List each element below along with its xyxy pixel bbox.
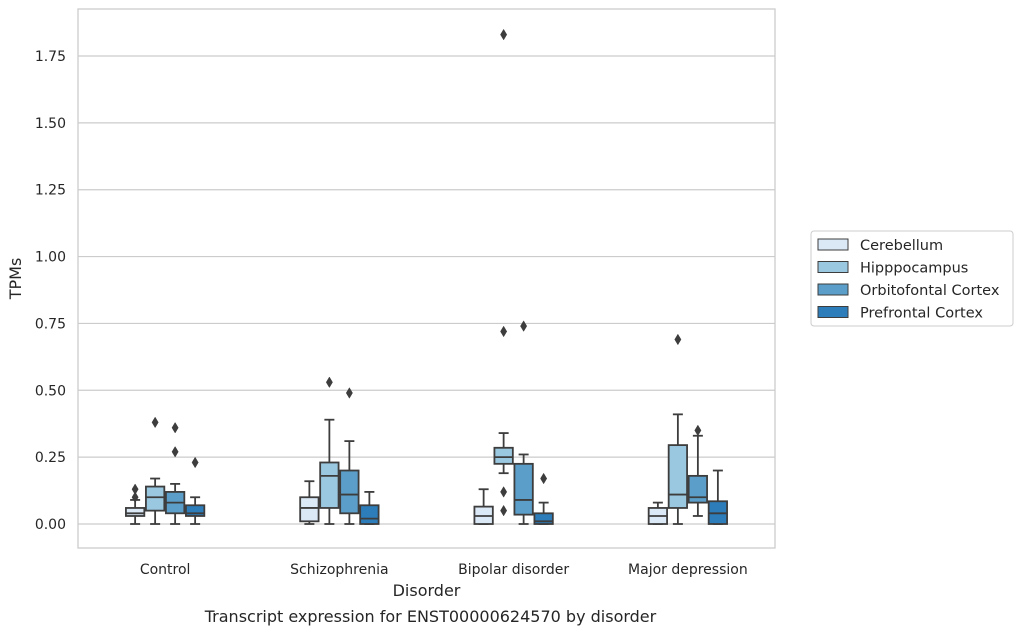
y-tick-label: 1.75 [35, 49, 66, 65]
box-body [493, 446, 514, 465]
y-axis-ticks: 0.00 0.25 0.50 0.75 1.00 1.25 1.50 1.75 [35, 49, 66, 533]
legend-label: Prefrontal Cortex [860, 306, 983, 322]
y-tick-label: 0.75 [35, 316, 66, 332]
legend-label: Orbitofontal Cortex [860, 283, 1000, 299]
outlier-point [500, 28, 508, 41]
box [319, 376, 340, 525]
x-axis-ticks: Control Schizophrenia Bipolar disorder Majo… [140, 562, 748, 578]
box [533, 472, 554, 525]
outlier-point [674, 333, 682, 346]
box [165, 421, 186, 525]
y-axis-label: TPMs [6, 258, 25, 301]
box [359, 491, 380, 525]
series-orbitofontal-cortex [165, 320, 708, 525]
outlier-point [151, 416, 159, 429]
box-body [319, 461, 340, 509]
box-series [125, 28, 728, 525]
outlier-point [694, 424, 702, 437]
box [299, 480, 320, 525]
box [647, 501, 668, 525]
legend-item: Hipppocampus [817, 261, 968, 277]
y-tick-label: 0.25 [35, 450, 66, 466]
box [667, 333, 688, 525]
box [513, 320, 534, 525]
legend-item: Prefrontal Cortex [817, 306, 983, 322]
y-tick-label: 1.25 [35, 183, 66, 199]
x-tick-label: Major depression [628, 562, 748, 578]
series-prefrontal-cortex [185, 456, 728, 525]
box [145, 416, 166, 525]
y-tick-label: 1.50 [35, 116, 66, 132]
legend-swatch [817, 261, 849, 273]
box [473, 488, 494, 525]
legend-label: Cerebellum [860, 238, 943, 254]
outlier-point [171, 446, 179, 458]
box-body [125, 507, 146, 517]
outlier-point [500, 486, 508, 498]
box-body [185, 504, 206, 517]
legend-swatch [817, 283, 849, 296]
box-body [513, 462, 534, 516]
box-body [299, 496, 320, 523]
outlier-point [325, 376, 333, 388]
outlier-point [131, 483, 139, 495]
legend-frame [810, 230, 1014, 327]
box [493, 28, 514, 517]
x-axis-label: Disorder [393, 581, 461, 600]
legend: Cerebellum Hipppocampus Orbitofontal Corte… [810, 230, 1014, 327]
outlier-point [500, 325, 508, 338]
plot-frame [77, 8, 776, 549]
box [687, 424, 708, 517]
y-tick-label: 0.00 [35, 517, 66, 533]
box [125, 483, 146, 525]
box-body [667, 444, 688, 509]
gridlines [78, 55, 775, 525]
x-tick-label: Schizophrenia [290, 562, 388, 578]
legend-swatch [817, 238, 849, 251]
legend-item: Orbitofontal Cortex [817, 283, 1000, 299]
box-body [145, 485, 166, 512]
series-hipppocampus [145, 28, 688, 525]
series-cerebellum [125, 480, 668, 525]
legend-item: Cerebellum [817, 238, 943, 254]
outlier-point [171, 421, 179, 434]
chart-caption: Transcript expression for ENST0000062457… [204, 607, 657, 626]
box-body [359, 504, 380, 525]
box [185, 456, 206, 525]
y-tick-label: 0.50 [35, 383, 66, 399]
x-tick-label: Bipolar disorder [458, 562, 569, 578]
x-tick-label: Control [140, 562, 191, 578]
box-body [533, 512, 554, 525]
y-tick-label: 1.00 [35, 250, 66, 266]
outlier-point [500, 504, 508, 517]
outlier-point [540, 472, 548, 485]
legend-label: Hipppocampus [860, 261, 968, 277]
box-body [687, 474, 708, 504]
box-body [339, 469, 360, 515]
outlier-point [345, 387, 353, 399]
outlier-point [520, 320, 528, 332]
box [707, 469, 728, 525]
legend-swatch [817, 306, 849, 318]
outlier-point [191, 456, 199, 469]
outlier-point [131, 491, 139, 503]
box [339, 387, 360, 525]
